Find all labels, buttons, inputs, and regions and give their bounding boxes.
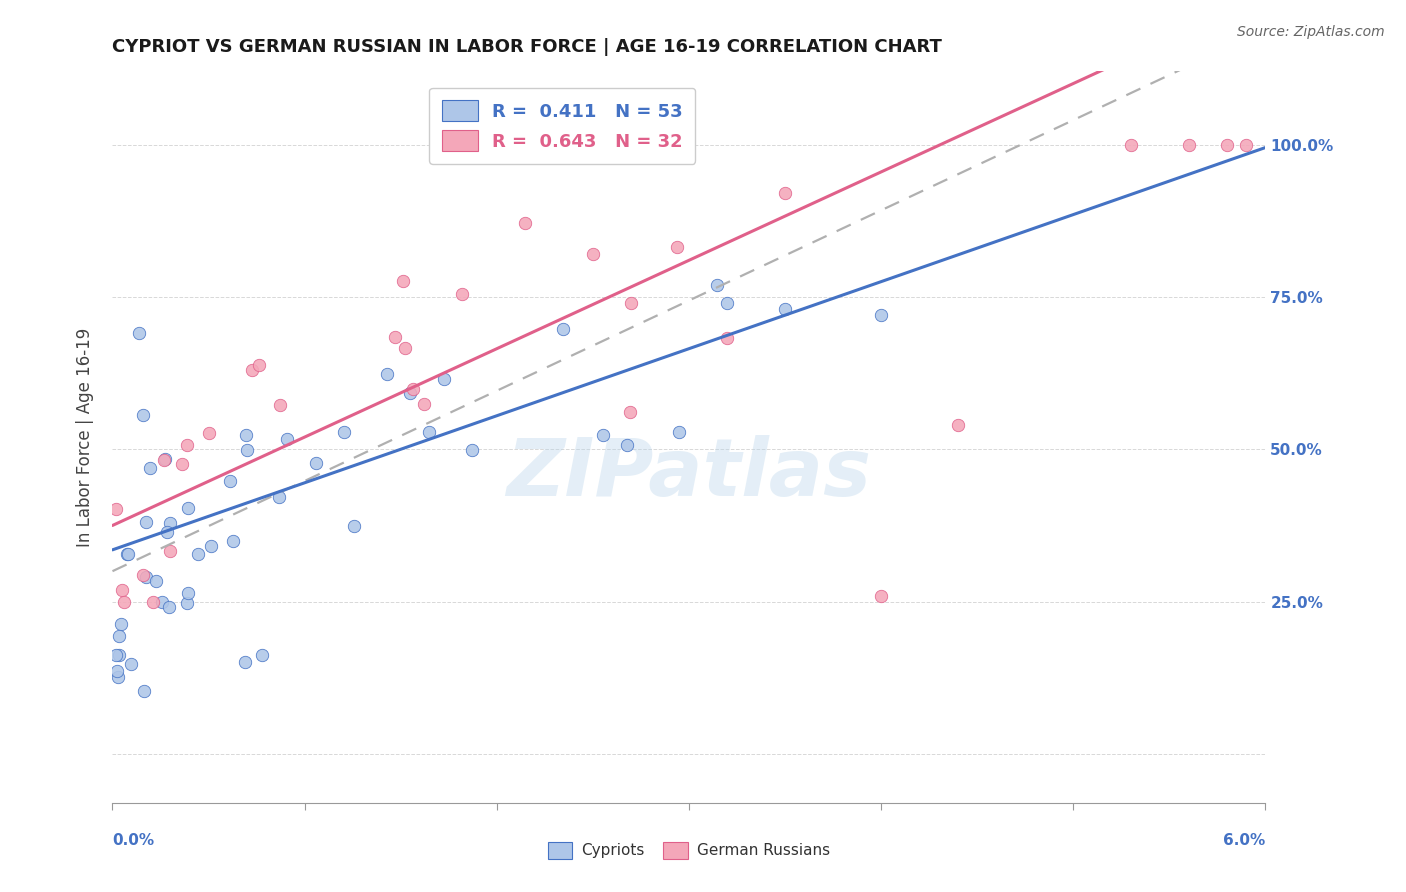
Point — [157, 600, 180, 615]
Point — [305, 456, 328, 470]
Point — [235, 428, 257, 442]
Point — [134, 684, 156, 698]
Point — [553, 322, 575, 336]
Point — [142, 594, 165, 608]
Point — [247, 359, 270, 373]
Point — [413, 396, 436, 410]
Point — [200, 539, 222, 553]
Point — [197, 425, 219, 440]
Point — [233, 655, 256, 669]
Point — [394, 341, 416, 355]
Point — [159, 516, 181, 531]
Point — [108, 648, 131, 662]
Point — [176, 437, 198, 451]
Point — [120, 657, 142, 671]
Point — [433, 372, 456, 386]
Point — [460, 443, 482, 458]
Point — [156, 524, 179, 539]
Point — [108, 629, 131, 643]
Point — [104, 502, 127, 516]
Point — [176, 597, 198, 611]
Y-axis label: In Labor Force | Age 16-19: In Labor Force | Age 16-19 — [76, 327, 94, 547]
Point — [665, 240, 688, 254]
Point — [128, 326, 150, 341]
Point — [773, 302, 796, 317]
Point — [870, 589, 893, 603]
Point — [716, 331, 738, 345]
Point — [592, 428, 614, 442]
Point — [269, 399, 291, 413]
Point — [135, 515, 157, 529]
Point — [513, 216, 536, 230]
Point — [1177, 137, 1199, 152]
Point — [1234, 137, 1257, 152]
Point — [773, 186, 796, 200]
Point — [870, 308, 893, 322]
Point — [105, 648, 128, 662]
Point — [582, 247, 605, 261]
Point — [451, 287, 474, 301]
Point — [946, 417, 969, 432]
Point — [145, 574, 167, 589]
Point — [177, 586, 200, 600]
Point — [616, 438, 638, 452]
Point — [399, 385, 422, 400]
Point — [177, 501, 200, 516]
Point — [276, 432, 298, 446]
Point — [105, 664, 128, 678]
Point — [236, 443, 259, 458]
Point — [219, 475, 242, 489]
Point — [150, 595, 173, 609]
Point — [1216, 137, 1239, 152]
Point — [132, 408, 155, 422]
Point — [240, 362, 263, 376]
Text: CYPRIOT VS GERMAN RUSSIAN IN LABOR FORCE | AGE 16-19 CORRELATION CHART: CYPRIOT VS GERMAN RUSSIAN IN LABOR FORCE… — [112, 38, 942, 56]
Text: 6.0%: 6.0% — [1223, 833, 1265, 848]
Legend: Cypriots, German Russians: Cypriots, German Russians — [541, 836, 837, 864]
Point — [152, 453, 174, 467]
Point — [619, 405, 641, 419]
Point — [706, 278, 728, 293]
Point — [402, 382, 425, 396]
Point — [187, 547, 209, 561]
Point — [716, 296, 738, 310]
Point — [107, 670, 129, 684]
Point — [132, 567, 155, 582]
Point — [115, 547, 138, 561]
Point — [418, 425, 440, 439]
Point — [159, 543, 181, 558]
Point — [250, 648, 273, 662]
Point — [384, 330, 406, 344]
Text: 0.0%: 0.0% — [112, 833, 155, 848]
Text: Source: ZipAtlas.com: Source: ZipAtlas.com — [1237, 25, 1385, 39]
Point — [620, 296, 643, 310]
Point — [110, 616, 132, 631]
Point — [155, 451, 177, 466]
Text: ZIPatlas: ZIPatlas — [506, 434, 872, 513]
Point — [1119, 137, 1142, 152]
Point — [333, 425, 356, 439]
Point — [267, 490, 290, 504]
Point — [391, 274, 413, 288]
Point — [343, 518, 366, 533]
Point — [222, 534, 245, 549]
Point — [111, 583, 134, 598]
Point — [139, 461, 162, 475]
Point — [375, 367, 398, 381]
Point — [114, 594, 136, 608]
Point — [170, 457, 193, 471]
Point — [117, 547, 139, 561]
Point — [135, 570, 157, 584]
Point — [668, 425, 690, 440]
